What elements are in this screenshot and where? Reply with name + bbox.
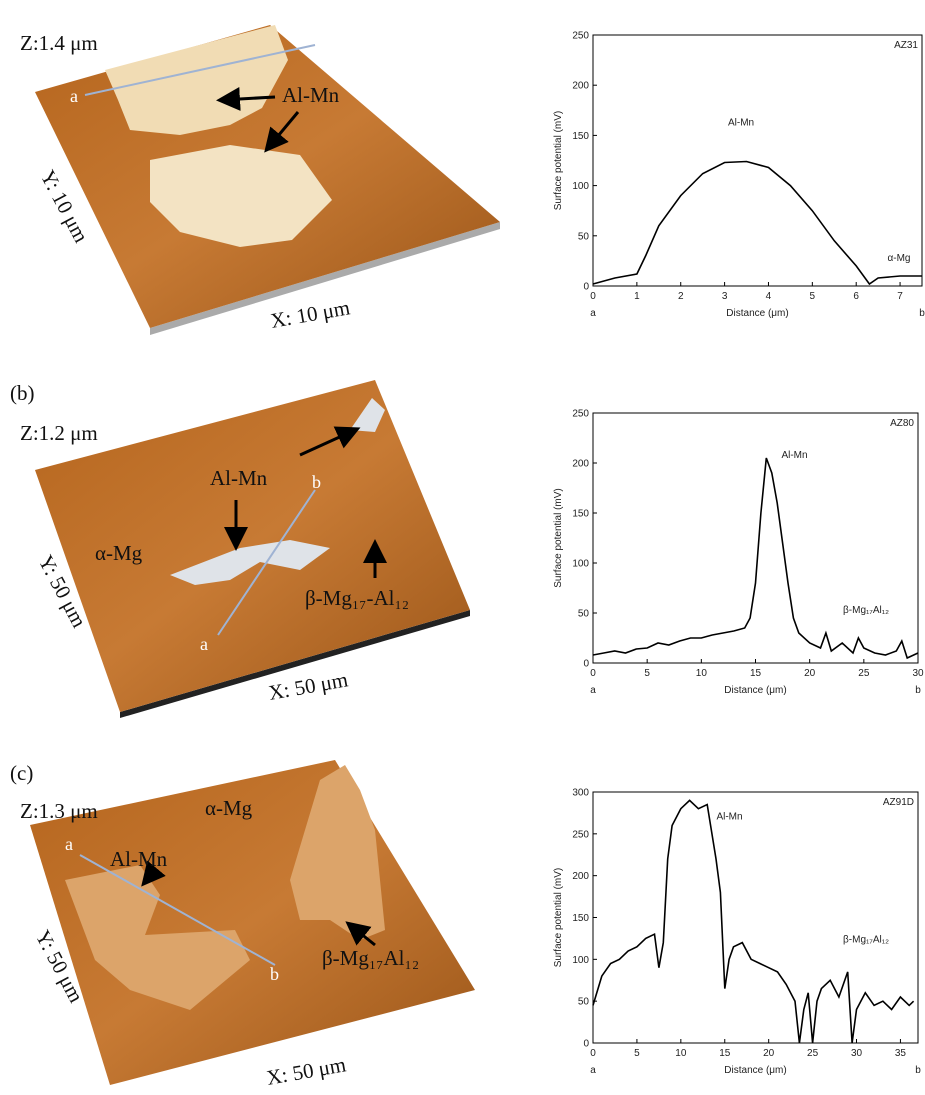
y-tick-label: 0 [583, 659, 589, 670]
x-label: X: 50 μm [267, 667, 350, 705]
end-label: a [590, 308, 596, 319]
x-tick-label: 20 [763, 1048, 775, 1059]
annotation: β-Mg₁₇Al₁₂ [843, 935, 889, 946]
point-label: b [312, 472, 321, 492]
y-tick-label: 150 [572, 913, 589, 924]
x-tick-label: 3 [722, 291, 728, 302]
afm-image-c: (c) Z:1.3 μm α-Mg a Al-Mn b β-Mg₁₇Al₁₂ Y… [10, 760, 475, 1090]
phase-label: Al-Mn [282, 83, 340, 107]
z-label: Z:1.2 μm [20, 421, 98, 445]
end-label: b [915, 1065, 921, 1076]
chart-title: AZ80 [890, 418, 914, 429]
end-label: a [590, 685, 596, 696]
y-tick-label: 100 [572, 181, 589, 192]
y-tick-label: 50 [578, 231, 590, 242]
annotation: Al-Mn [781, 450, 807, 461]
y-axis-label: Surface potential (mV) [553, 488, 564, 588]
chart: 0 50 100 150 200 250 0 1 2 3 4 5 6 7 a b Distance (μm) Su… [553, 31, 925, 320]
plot-frame [593, 35, 922, 286]
y-tick-label: 250 [572, 31, 589, 42]
panel-label: (c) [10, 761, 33, 785]
x-tick-label: 1 [634, 291, 640, 302]
point-label: b [316, 18, 325, 38]
x-tick-label: 20 [804, 668, 816, 679]
x-tick-label: 6 [853, 291, 859, 302]
end-label: a [590, 1065, 596, 1076]
plot-frame [593, 792, 918, 1043]
phase-label: Al-Mn [110, 847, 168, 871]
x-axis-label: Distance (μm) [724, 685, 786, 696]
line [593, 800, 914, 1043]
plot-frame [593, 413, 918, 663]
y-axis-label: Surface potential (mV) [553, 868, 564, 968]
phase-label: Al-Mn [210, 466, 268, 490]
end-label: b [915, 685, 921, 696]
y-tick-label: 150 [572, 509, 589, 520]
x-tick-label: 10 [696, 668, 708, 679]
x-tick-label: 5 [644, 668, 650, 679]
x-tick-label: 4 [766, 291, 772, 302]
x-tick-label: 7 [897, 291, 903, 302]
annotation: Al-Mn [716, 812, 742, 823]
y-tick-label: 200 [572, 871, 589, 882]
chart-title: AZ91D [883, 797, 914, 808]
y-tick-label: 100 [572, 955, 589, 966]
phase-label: β-Mg₁₇-Al₁₂ [305, 586, 409, 610]
y-axis-label: Surface potential (mV) [553, 111, 564, 211]
annotation: β-Mg₁₇Al₁₂ [843, 605, 889, 616]
chart: 0 50 100 150 200 250 300 0 5 10 15 20 25 30 35 a b Distan… [553, 788, 921, 1077]
point-label: a [200, 634, 208, 654]
phase-label: α-Mg [205, 796, 253, 820]
x-tick-label: 5 [634, 1048, 640, 1059]
x-tick-label: 25 [858, 668, 870, 679]
end-label: b [919, 308, 925, 319]
x-tick-label: 15 [750, 668, 762, 679]
annotation: α-Mg [887, 253, 910, 264]
point-label: a [65, 834, 73, 854]
phase-label: α-Mg [95, 541, 143, 565]
x-tick-label: 35 [895, 1048, 907, 1059]
line [593, 458, 918, 658]
y-tick-label: 200 [572, 459, 589, 470]
x-tick-label: 0 [590, 668, 596, 679]
x-axis-label: Distance (μm) [724, 1065, 786, 1076]
annotation: Al-Mn [728, 117, 754, 128]
point-label: b [270, 964, 279, 984]
y-tick-label: 0 [583, 282, 589, 293]
x-tick-label: 2 [678, 291, 684, 302]
line [593, 162, 922, 285]
y-tick-label: 100 [572, 559, 589, 570]
y-tick-label: 200 [572, 81, 589, 92]
afm-image-b: (b) Z:1.2 μm Al-Mn α-Mg a b β-Mg₁₇-Al₁₂ … [10, 380, 470, 718]
x-axis-label: Distance (μm) [726, 308, 788, 319]
x-tick-label: 30 [851, 1048, 863, 1059]
panel-label: (b) [10, 381, 35, 405]
x-label: X: 10 μm [269, 295, 352, 333]
x-tick-label: 15 [719, 1048, 731, 1059]
x-tick-label: 10 [675, 1048, 687, 1059]
y-tick-label: 250 [572, 409, 589, 420]
z-label: Z:1.4 μm [20, 31, 98, 55]
x-tick-label: 25 [807, 1048, 819, 1059]
afm-image-a: Z:1.4 μm a b Al-Mn Y: 10 μm X: 10 μm [20, 18, 500, 335]
point-label: a [70, 86, 78, 106]
x-tick-label: 0 [590, 1048, 596, 1059]
x-tick-label: 30 [912, 668, 924, 679]
x-label: X: 50 μm [265, 1052, 348, 1090]
y-tick-label: 0 [583, 1039, 589, 1050]
y-tick-label: 50 [578, 609, 590, 620]
y-tick-label: 50 [578, 997, 590, 1008]
figure: Z:1.4 μm a b Al-Mn Y: 10 μm X: 10 μm (b)… [0, 0, 925, 1095]
y-tick-label: 300 [572, 788, 589, 799]
y-tick-label: 150 [572, 131, 589, 142]
x-tick-label: 5 [810, 291, 816, 302]
x-tick-label: 0 [590, 291, 596, 302]
chart-title: AZ31 [894, 40, 918, 51]
y-tick-label: 250 [572, 829, 589, 840]
phase-label: β-Mg₁₇Al₁₂ [322, 946, 419, 970]
z-label: Z:1.3 μm [20, 799, 98, 823]
chart: 0 50 100 150 200 250 0 5 10 15 20 25 30 a b Distance (μ… [553, 409, 924, 697]
